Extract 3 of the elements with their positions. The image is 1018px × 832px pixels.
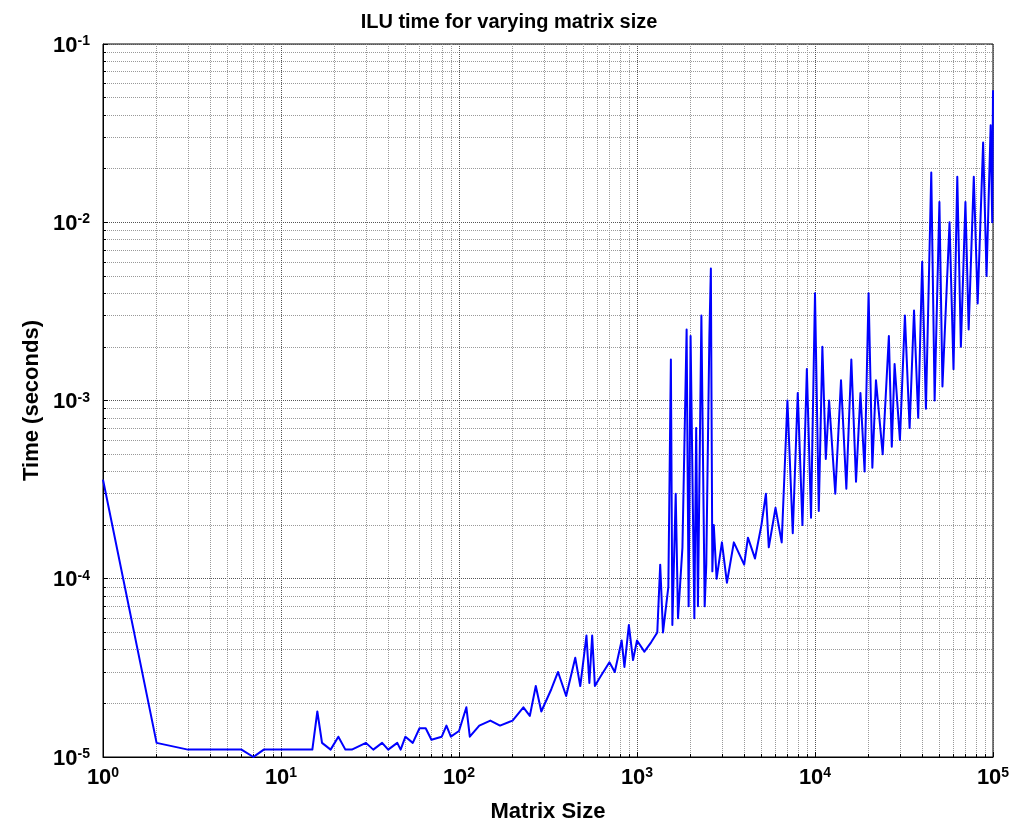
chart-title: ILU time for varying matrix size (360, 10, 658, 32)
y-axis-title: Time (seconds) (17, 320, 43, 481)
x-axis-title: Matrix Size (490, 797, 606, 823)
